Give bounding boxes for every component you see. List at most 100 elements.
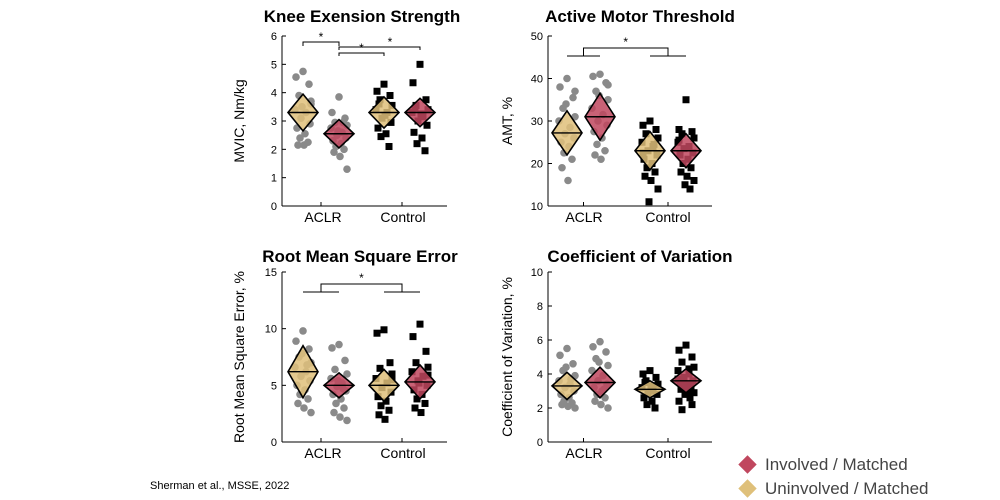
data-point [299,327,307,335]
data-point [641,172,649,180]
y-tick-label: 4 [271,88,277,100]
data-point [675,346,683,354]
data-point [686,394,694,402]
data-point [647,177,655,184]
y-tick-label: 4 [537,369,543,381]
data-point [408,368,416,376]
data-point [589,343,597,351]
data-point [678,406,686,414]
y-tick-label: 8 [537,301,543,313]
data-point [330,148,338,156]
data-point [686,185,694,193]
data-point [335,340,343,349]
data-point [681,181,689,189]
panel-title: Knee Exension Strength [264,7,460,26]
group-label-control: Control [645,445,690,461]
legend-item-uninvolved: Uninvolved / Matched [738,479,928,498]
data-point [409,333,417,341]
group-label-control: Control [380,445,425,461]
data-point [589,72,597,81]
significance-star: * [623,35,628,49]
data-point [652,373,660,381]
data-point [421,399,429,407]
data-point [595,358,603,366]
y-tick-label: 10 [531,267,543,279]
y-tick-label: 0 [537,437,543,449]
panel-title: Coefficient of Variation [547,247,732,266]
legend: Involved / Matched Uninvolved / Matched [738,455,928,498]
data-point [597,400,605,409]
y-tick-label: 5 [271,59,277,71]
data-point [651,168,659,176]
legend-marker-involved [738,455,757,474]
legend-label-involved: Involved / Matched [765,455,908,474]
y-axis-label: Coefficient of Variation, % [499,277,515,437]
group-label-aclr: ACLR [304,209,341,225]
y-tick-label: 2 [271,144,277,156]
data-point [654,380,662,388]
y-tick-label: 30 [531,116,543,128]
significance-star: * [319,30,324,44]
data-point [563,344,571,353]
data-point [601,146,609,155]
data-point [556,83,564,91]
data-point [410,128,418,136]
data-point [681,390,689,398]
data-point [294,399,302,408]
data-point [597,155,605,164]
group-label-aclr: ACLR [565,445,602,461]
data-point [641,379,649,386]
data-point [413,395,421,403]
data-point [386,92,394,99]
data-point [335,93,343,101]
data-point [386,359,394,367]
data-point [571,87,579,96]
data-point [675,136,683,144]
y-tick-label: 50 [531,31,543,43]
data-point [558,163,566,172]
y-tick-label: 2 [537,403,543,415]
data-point [418,134,426,142]
data-point [687,164,695,172]
data-point [678,358,686,366]
data-point [376,364,384,372]
data-point [690,363,698,371]
significance-star: * [359,41,364,55]
data-point [604,404,612,412]
y-tick-label: 0 [271,201,277,213]
data-point [654,185,662,193]
y-tick-label: 3 [271,116,277,128]
data-point [341,356,349,365]
data-point [416,60,424,68]
data-point [571,404,579,412]
data-point [591,151,599,159]
data-point [381,415,389,423]
data-point [374,393,382,401]
data-point [643,164,651,172]
data-point [299,67,307,76]
data-point [380,80,388,88]
group-label-aclr: ACLR [304,445,341,461]
data-point [562,100,570,108]
data-point [685,365,693,373]
data-point [652,126,660,133]
data-point [688,353,696,361]
data-point [648,397,656,405]
data-point [385,143,393,150]
significance-bracket [338,46,421,50]
data-point [374,124,382,132]
significance-star: * [388,35,393,49]
legend-label-uninvolved: Uninvolved / Matched [765,479,928,498]
data-point [328,344,336,352]
data-point [556,351,564,360]
data-point [646,117,654,125]
data-point [343,165,351,173]
data-point [343,416,351,425]
y-tick-label: 10 [265,324,277,336]
data-point [678,130,686,138]
data-point [296,134,304,142]
data-point [307,408,315,417]
legend-marker-uninvolved [738,479,757,498]
data-point [690,134,698,142]
panel-title: Root Mean Square Error [262,247,458,266]
